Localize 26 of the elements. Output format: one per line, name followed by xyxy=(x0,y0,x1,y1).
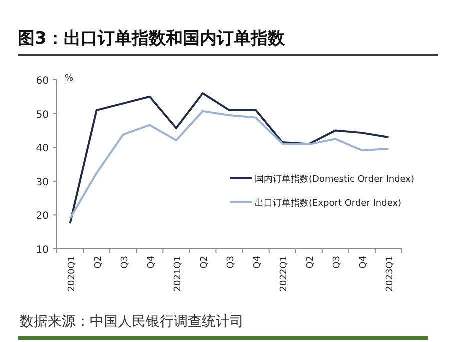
chart-title: 图3：出口订单指数和国内订单指数 xyxy=(18,29,286,49)
x-tick-label: Q2 xyxy=(200,256,210,269)
x-tick-label: Q3 xyxy=(120,256,130,269)
y-tick-label: 60 xyxy=(36,76,49,87)
x-tick-label: Q4 xyxy=(146,256,157,269)
y-tick-label: 10 xyxy=(36,245,49,256)
legend-item: 国内订单指数(Domestic Order Index) xyxy=(230,175,415,185)
x-tick-label: Q4 xyxy=(253,256,264,269)
x-tick-label: 2023Q1 xyxy=(386,256,396,292)
x-tick-label: Q3 xyxy=(226,256,236,269)
x-tick-label: 2020Q1 xyxy=(67,256,78,292)
x-tick-label: Q4 xyxy=(359,256,370,269)
legend-label: 出口订单指数(Export Order Index) xyxy=(255,198,402,209)
y-tick-label: 20 xyxy=(36,211,49,222)
source-note: 数据来源：中国人民银行调查统计司 xyxy=(20,314,244,330)
y-axis-title: % xyxy=(65,74,74,84)
y-tick-label: 30 xyxy=(36,177,49,188)
x-tick-label: Q2 xyxy=(94,256,104,269)
x-tick-label: Q2 xyxy=(306,256,316,269)
x-tick-label: 2022Q1 xyxy=(280,256,290,292)
legend-label: 国内订单指数(Domestic Order Index) xyxy=(255,174,415,185)
x-tick-label: Q3 xyxy=(332,256,343,269)
x-tick-label: 2021Q1 xyxy=(173,256,184,292)
legend-item: 出口订单指数(Export Order Index) xyxy=(230,199,402,209)
y-tick-label: 40 xyxy=(36,144,49,155)
y-tick-label: 50 xyxy=(36,110,49,121)
